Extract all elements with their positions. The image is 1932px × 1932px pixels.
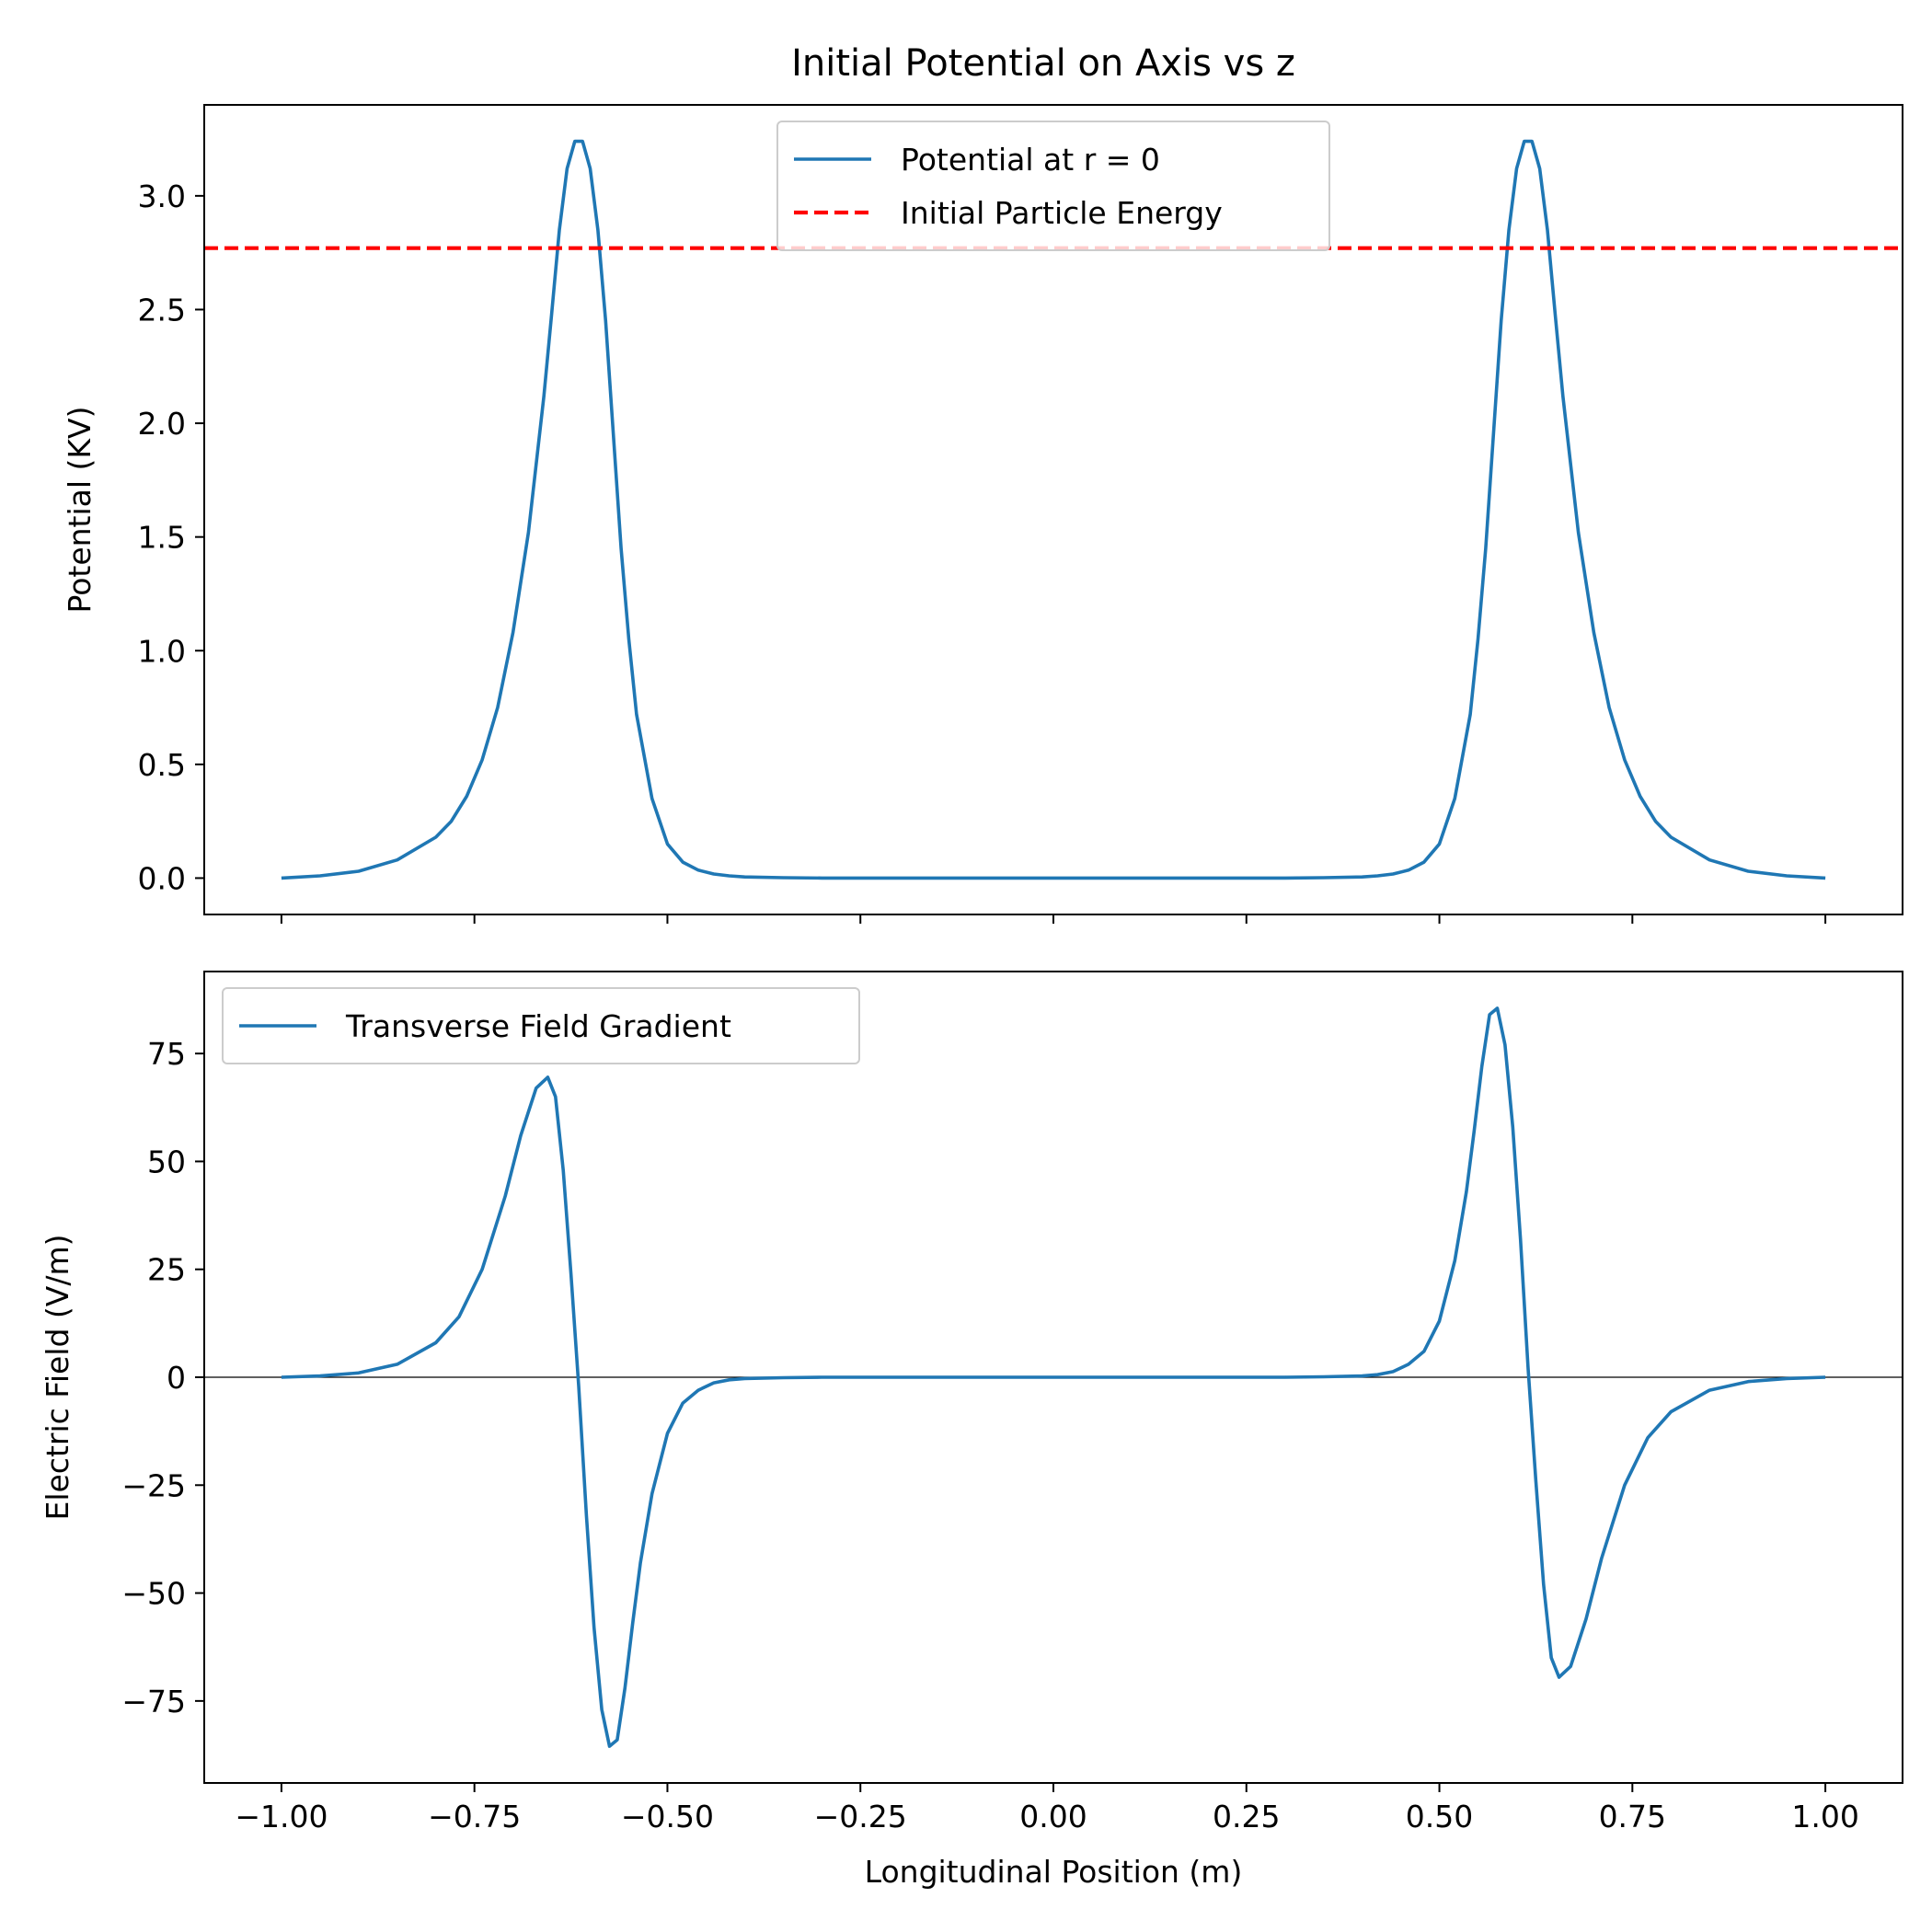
- bottom-x-tick-label: −1.00: [235, 1799, 328, 1834]
- top-panel: 0.0 0.5 1.0 1.5 2.0 2.5 3.0 Potential (KV) Poten…: [62, 104, 1903, 924]
- top-y-tick-label: 3.0: [138, 178, 186, 214]
- figure-title: Initial Potential on Axis vs z: [791, 42, 1295, 85]
- bottom-x-tick-label: −0.75: [428, 1799, 521, 1834]
- bottom-x-tick-label: 0.50: [1406, 1799, 1473, 1834]
- top-y-tick-label: 0.5: [138, 747, 186, 783]
- bottom-y-tick-label: 50: [147, 1144, 186, 1179]
- bottom-y-tick-label: −75: [121, 1684, 186, 1719]
- bottom-x-tick-label: 1.00: [1791, 1799, 1858, 1834]
- bottom-y-axis-label: Electric Field (V/m): [40, 1234, 75, 1520]
- bottom-x-tick-label: 0.75: [1599, 1799, 1666, 1834]
- bottom-y-tick-label: 25: [147, 1252, 186, 1288]
- bottom-legend: Transverse Field Gradient: [222, 987, 860, 1064]
- top-legend: Potential at r = 0 Initial Particle Energ…: [776, 121, 1330, 251]
- bottom-y-tick-label: 0: [167, 1360, 186, 1396]
- bottom-legend-label: Transverse Field Gradient: [345, 1008, 731, 1044]
- bottom-panel: −1.00 −0.75 −0.50 −0.25 0.00 0.25 0.50 0.75 1.00…: [40, 971, 1903, 1890]
- top-series-line-0: [281, 139, 1826, 880]
- top-y-tick-label: 2.0: [138, 406, 186, 442]
- bottom-y-tick-label: −50: [121, 1576, 186, 1612]
- top-y-tick-label: 2.5: [138, 292, 186, 328]
- top-y-axis-label: Potential (KV): [62, 406, 98, 613]
- bottom-y-tick-label: −25: [121, 1467, 186, 1503]
- bottom-x-tick-label: −0.50: [621, 1799, 714, 1834]
- bottom-x-tick-label: 0.00: [1019, 1799, 1087, 1834]
- bottom-x-tick-label: 0.25: [1213, 1799, 1280, 1834]
- top-y-tick-label: 1.5: [138, 520, 186, 556]
- bottom-x-tick-label: −0.25: [814, 1799, 907, 1834]
- bottom-series-line-0: [281, 1006, 1826, 1748]
- top-y-tick-label: 0.0: [138, 860, 186, 896]
- top-legend-label: Potential at r = 0: [901, 142, 1160, 178]
- bottom-y-tick-label: 75: [147, 1036, 186, 1072]
- bottom-x-axis-label: Longitudinal Position (m): [865, 1854, 1243, 1890]
- top-y-tick-label: 1.0: [138, 633, 186, 669]
- top-legend-label: Initial Particle Energy: [901, 195, 1223, 231]
